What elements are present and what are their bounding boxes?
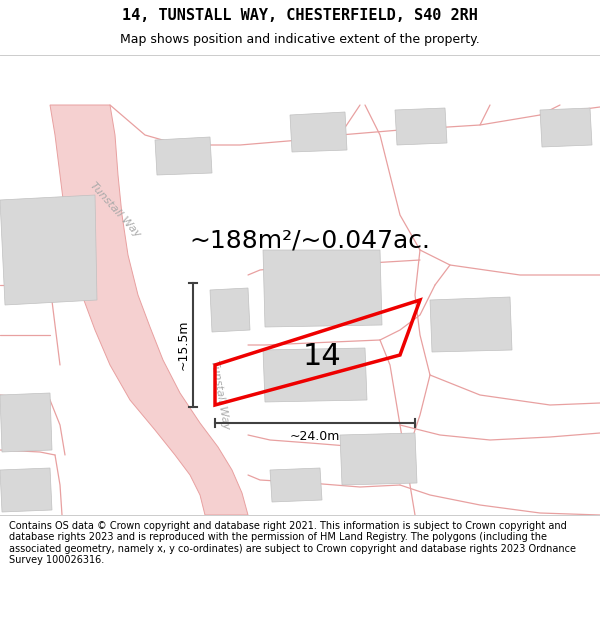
Polygon shape xyxy=(395,108,447,145)
Polygon shape xyxy=(290,112,347,152)
Polygon shape xyxy=(155,137,212,175)
Polygon shape xyxy=(430,297,512,352)
Polygon shape xyxy=(210,288,250,332)
Text: 14, TUNSTALL WAY, CHESTERFIELD, S40 2RH: 14, TUNSTALL WAY, CHESTERFIELD, S40 2RH xyxy=(122,8,478,23)
Polygon shape xyxy=(270,468,322,502)
Polygon shape xyxy=(0,468,52,512)
Polygon shape xyxy=(0,195,97,305)
Polygon shape xyxy=(50,105,248,515)
Text: ~15.5m: ~15.5m xyxy=(176,320,190,370)
Text: ~24.0m: ~24.0m xyxy=(290,431,340,444)
Text: Contains OS data © Crown copyright and database right 2021. This information is : Contains OS data © Crown copyright and d… xyxy=(9,521,576,566)
Text: ~188m²/~0.047ac.: ~188m²/~0.047ac. xyxy=(190,228,431,252)
Polygon shape xyxy=(263,348,367,402)
Text: Tunstall Way: Tunstall Way xyxy=(209,359,231,431)
Polygon shape xyxy=(540,108,592,147)
Polygon shape xyxy=(263,250,382,327)
Polygon shape xyxy=(340,433,417,485)
Polygon shape xyxy=(0,393,52,452)
Text: Tunstall Way: Tunstall Way xyxy=(88,181,142,239)
Text: 14: 14 xyxy=(303,342,342,371)
Text: Map shows position and indicative extent of the property.: Map shows position and indicative extent… xyxy=(120,33,480,46)
